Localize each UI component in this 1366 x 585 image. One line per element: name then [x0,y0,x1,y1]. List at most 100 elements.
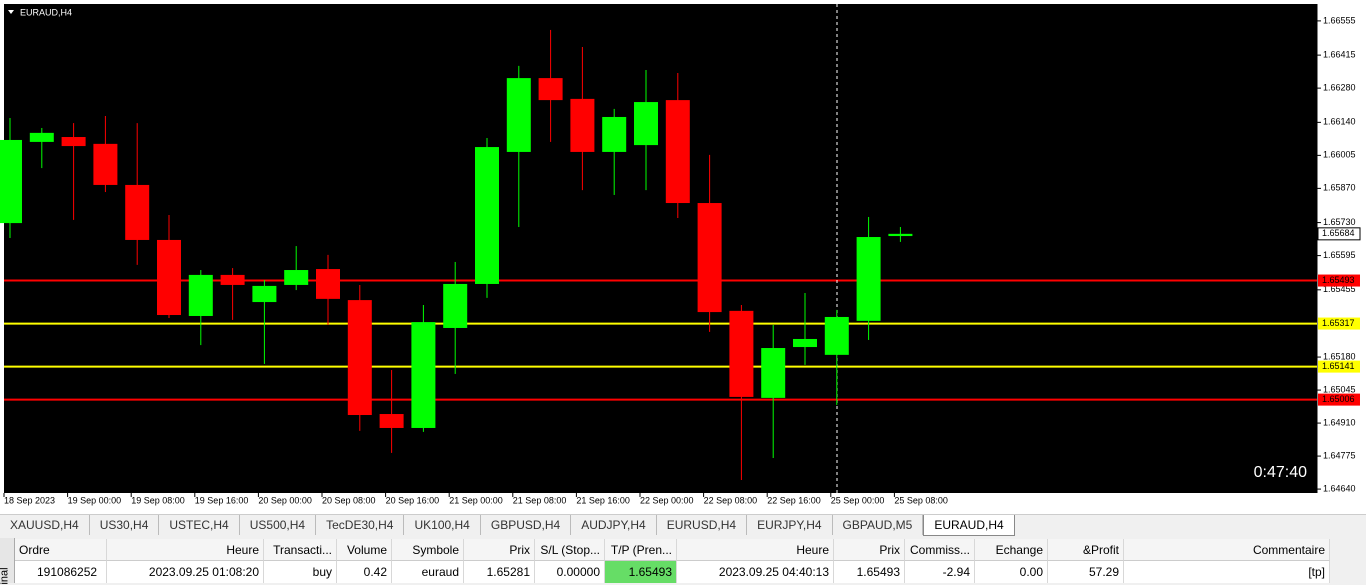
y-tick-label: 1.65595 [1323,250,1356,260]
column-header[interactable]: &Profit [1048,539,1124,561]
candle-body [220,274,245,285]
data-row[interactable]: 191086252 2023.09.25 01:08:20 buy 0.42 eurau… [15,561,1366,583]
x-tick-label: 25 Sep 00:00 [831,495,885,505]
candle-body [761,348,786,398]
candle-body [665,100,690,204]
candle-body [634,102,658,146]
cell: 1.65493 [834,561,905,583]
side-label: inal [0,567,11,585]
cell: 0.42 [337,561,392,583]
candle-body [316,269,340,299]
level-tag [1318,393,1360,406]
candle-body [29,132,54,142]
tab[interactable]: UK100,H4 [404,515,481,535]
trade-table: Ordre Heure Transacti... Volume Symbole Prix S… [15,539,1366,583]
candle-body [252,285,277,303]
tab[interactable]: TecDE30,H4 [316,515,405,535]
candle-body [697,203,722,313]
column-header[interactable]: Echange [975,539,1048,561]
tab[interactable]: GBPAUD,M5 [833,515,924,535]
cell: 191086252 [15,561,107,583]
cell: [tp] [1124,561,1330,583]
symbol-label: EURAUD,H4 [20,7,72,17]
x-tick-label: 22 Sep 00:00 [640,495,694,505]
tab[interactable]: US500,H4 [240,515,317,535]
candle-body [793,338,817,348]
current-price: 1.65684 [1322,228,1355,238]
column-header[interactable]: Prix [464,539,535,561]
menu-arrow[interactable] [8,10,14,14]
candle-body [284,270,309,285]
cell: euraud [392,561,464,583]
x-tick-label: 19 Sep 08:00 [131,495,185,505]
cell: 2023.09.25 01:08:20 [107,561,264,583]
tab[interactable]: EURJPY,H4 [747,515,833,535]
level-label: 1.65006 [1322,394,1355,404]
x-tick-label: 20 Sep 08:00 [322,495,376,505]
tab[interactable]: EURAUD,H4 [923,515,1015,536]
side-panel: inal [0,538,15,585]
candle-body [443,283,468,328]
x-tick-label: 22 Sep 16:00 [767,495,821,505]
tab[interactable]: USTEC,H4 [159,515,240,535]
x-tick-label: 19 Sep 16:00 [195,495,249,505]
price-tag [1317,227,1361,241]
candle-body [411,322,436,428]
y-tick-label: 1.64775 [1323,450,1356,460]
tab[interactable]: US30,H4 [90,515,160,535]
candle-body [347,300,372,416]
plot-area [4,4,1317,493]
chart: EURAUD,H4 0:47:40 1.66555 1.66415 1.66280 1… [0,0,1366,514]
x-tick-label: 20 Sep 00:00 [258,495,312,505]
cell: -2.94 [905,561,975,583]
candle-body [729,310,754,397]
y-tick-label: 1.66280 [1323,83,1356,93]
candle-body [506,78,531,152]
level-tag [1318,274,1360,287]
x-tick-label: 21 Sep 00:00 [449,495,503,505]
column-header[interactable]: S/L (Stop... [535,539,605,561]
tab[interactable]: GBPUSD,H4 [481,515,572,535]
tab[interactable]: XAUUSD,H4 [0,515,90,535]
y-tick-label: 1.66140 [1323,117,1356,127]
level-label: 1.65141 [1322,361,1355,371]
candle-body [0,139,22,224]
column-header[interactable]: Prix [834,539,905,561]
cell: 0.00 [975,561,1048,583]
y-tick-label: 1.64910 [1323,417,1356,427]
y-tick-label: 1.65730 [1323,217,1356,227]
column-header[interactable]: Transacti... [264,539,337,561]
y-tick-label: 1.66415 [1323,49,1356,59]
candle-body [602,116,627,152]
level-label: 1.65493 [1322,275,1355,285]
level-tag [1318,360,1360,373]
tab[interactable]: EURUSD,H4 [657,515,748,535]
tab-bar: XAUUSD,H4 US30,H4 USTEC,H4 US500,H4 TecDE30,… [0,514,1366,536]
cell: 0.00000 [535,561,605,583]
column-header[interactable]: Heure [677,539,834,561]
column-header[interactable]: Symbole [392,539,464,561]
y-tick-label: 1.66555 [1323,15,1356,25]
y-tick-label: 1.65455 [1323,284,1356,294]
column-header[interactable]: T/P (Pren... [605,539,677,561]
y-tick-label: 1.65870 [1323,183,1356,193]
candle-body [157,239,181,316]
candle-body [856,237,881,321]
x-tick-label: 21 Sep 16:00 [576,495,630,505]
candle-body [188,274,213,316]
column-header[interactable]: Commentaire [1124,539,1330,561]
tab[interactable]: AUDJPY,H4 [571,515,657,535]
level-label: 1.65317 [1322,318,1355,328]
y-tick-label: 1.66005 [1323,150,1356,160]
column-header[interactable]: Ordre [15,539,107,561]
cell: 1.65493 [605,561,677,583]
candle-body [824,316,849,355]
cell: buy [264,561,337,583]
level-tag [1318,317,1360,330]
column-header[interactable]: Volume [337,539,392,561]
x-tick-label: 22 Sep 08:00 [704,495,758,505]
column-header[interactable]: Commiss... [905,539,975,561]
column-header[interactable]: Heure [107,539,264,561]
candle-body [570,98,595,152]
